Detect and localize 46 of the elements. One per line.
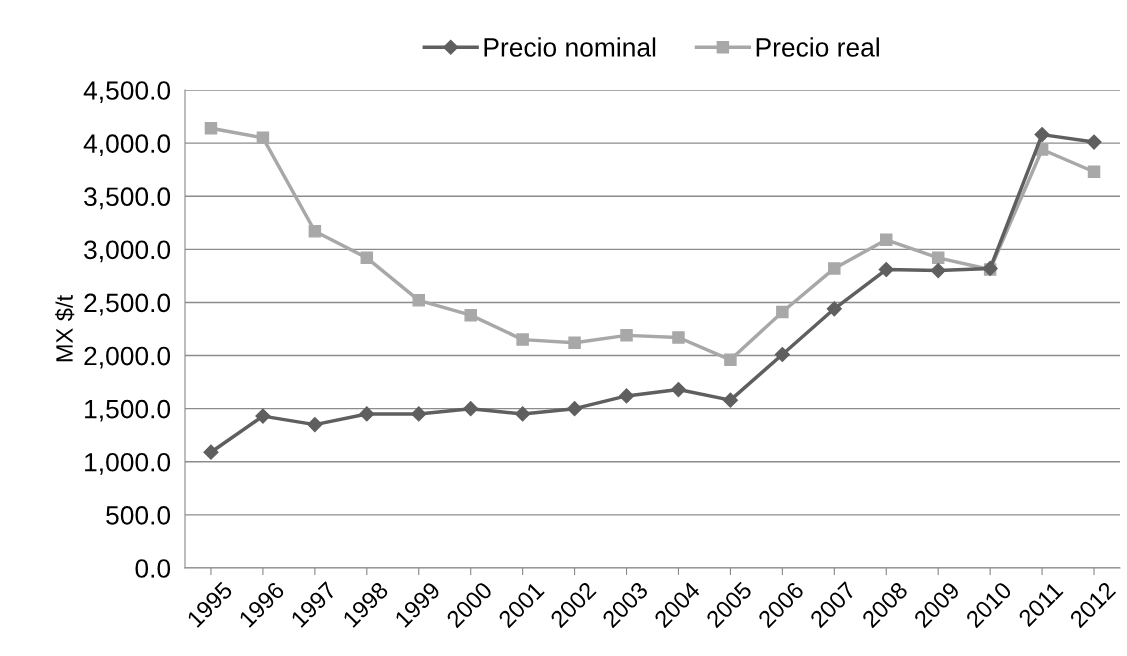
- point: [360, 251, 374, 265]
- point: [516, 333, 529, 346]
- point: [620, 329, 633, 342]
- y-tick-label: 3,000.0: [84, 240, 171, 263]
- point: [515, 406, 531, 422]
- y-tick-label: 500.0: [106, 506, 171, 525]
- point: [931, 251, 945, 265]
- y-tick-label: 1,000.0: [85, 452, 171, 475]
- y-tick-label: 1,500.0: [85, 399, 171, 422]
- point: [774, 346, 790, 363]
- point: [672, 331, 685, 344]
- point: [567, 401, 583, 417]
- point: [464, 308, 477, 322]
- point: [256, 131, 270, 145]
- y-tick-label: 4,500.0: [83, 81, 171, 103]
- point: [670, 381, 687, 398]
- point: [308, 225, 322, 238]
- point: [411, 406, 427, 422]
- y-tick-label: 2,000.0: [84, 346, 171, 369]
- point: [204, 121, 218, 135]
- point: [1086, 134, 1102, 150]
- point: [930, 263, 946, 279]
- point: [724, 353, 737, 367]
- point: [203, 444, 219, 460]
- point: [776, 305, 789, 319]
- y-axis-title: MX $/t: [55, 295, 75, 362]
- point: [412, 294, 426, 307]
- y-tick-label: 0.0: [135, 559, 171, 578]
- point: [307, 417, 323, 433]
- point: [359, 406, 375, 422]
- point: [878, 261, 894, 278]
- y-tick-label: 4,000.0: [83, 134, 171, 157]
- legend-label: Precio nominal: [484, 37, 656, 57]
- point: [568, 336, 581, 350]
- point: [879, 233, 893, 247]
- point: [1034, 127, 1050, 143]
- point: [826, 301, 842, 317]
- point: [828, 262, 841, 275]
- y-tick-label: 2,500.0: [84, 293, 171, 316]
- point: [722, 392, 738, 408]
- y-tick-label: 3,500.0: [84, 187, 171, 210]
- legend-label: Precio real: [756, 37, 879, 57]
- point: [618, 388, 635, 404]
- point: [1087, 165, 1101, 179]
- point: [255, 408, 271, 424]
- point: [463, 401, 479, 417]
